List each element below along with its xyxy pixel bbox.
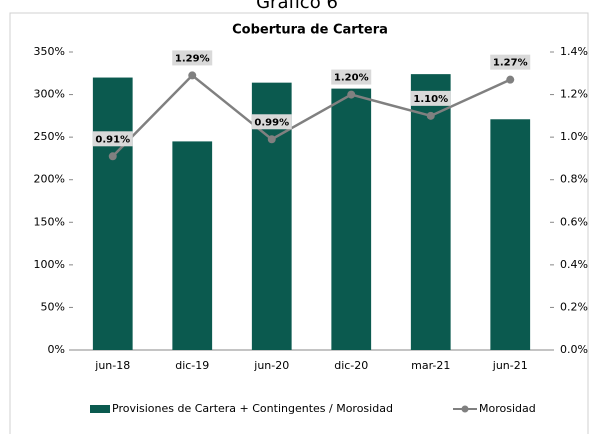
y2-tick-label: 1.4% <box>560 45 588 58</box>
y2-tick-label: 0.2% <box>560 300 588 313</box>
bar <box>172 141 213 350</box>
legend-label: Provisiones de Cartera + Contingentes / … <box>112 402 393 415</box>
data-label-box <box>490 54 531 70</box>
data-label: 1.10% <box>413 94 448 105</box>
y-tick-label: 250% <box>34 130 65 143</box>
data-label: 1.29% <box>175 53 210 64</box>
y2-tick-label: 1.2% <box>560 88 588 101</box>
y-tick-label: 350% <box>34 45 65 58</box>
x-tick-label: dic-20 <box>334 359 368 372</box>
y-tick-label: 300% <box>34 88 65 101</box>
data-label: 0.91% <box>95 134 130 145</box>
x-tick-label: jun-21 <box>492 359 528 372</box>
x-tick-label: jun-20 <box>253 359 289 372</box>
x-tick-label: dic-19 <box>175 359 209 372</box>
bar <box>92 77 133 351</box>
line-marker <box>347 90 356 99</box>
chart-title: Cobertura de Cartera <box>232 23 388 38</box>
x-tick-label: mar-21 <box>411 359 450 372</box>
line-marker <box>267 135 276 144</box>
line <box>111 73 511 158</box>
data-label-box <box>331 69 372 85</box>
data-label-box <box>410 90 451 106</box>
bar <box>331 88 372 351</box>
data-label-box <box>172 50 213 66</box>
y2-tick-label: 0.8% <box>560 173 588 186</box>
y2-tick-label: 0.0% <box>560 343 588 356</box>
legend-swatch <box>90 405 110 413</box>
y-tick-label: 100% <box>34 258 65 271</box>
line-marker <box>506 75 515 84</box>
data-label: 1.20% <box>334 73 369 84</box>
line-marker <box>108 152 117 161</box>
chart-heading: Gráfico 6 <box>256 0 338 13</box>
y2-tick-label: 0.4% <box>560 258 588 271</box>
y-tick-label: 150% <box>34 215 65 228</box>
data-label-box <box>251 114 292 130</box>
y-tick-label: 50% <box>41 300 65 313</box>
y2-tick-label: 0.6% <box>560 215 588 228</box>
data-label-box <box>92 131 133 147</box>
data-label: 1.27% <box>493 58 528 69</box>
legend-marker <box>461 405 469 413</box>
y-tick-label: 200% <box>34 173 65 186</box>
y2-tick-label: 1.0% <box>560 130 588 143</box>
line-marker <box>188 71 197 80</box>
x-tick-label: jun-18 <box>94 359 130 372</box>
legend-label: Morosidad <box>479 402 536 415</box>
bar <box>490 119 531 351</box>
line-marker <box>426 111 435 120</box>
bar <box>410 74 451 350</box>
data-label: 0.99% <box>254 117 289 128</box>
y-tick-label: 0% <box>48 343 65 356</box>
